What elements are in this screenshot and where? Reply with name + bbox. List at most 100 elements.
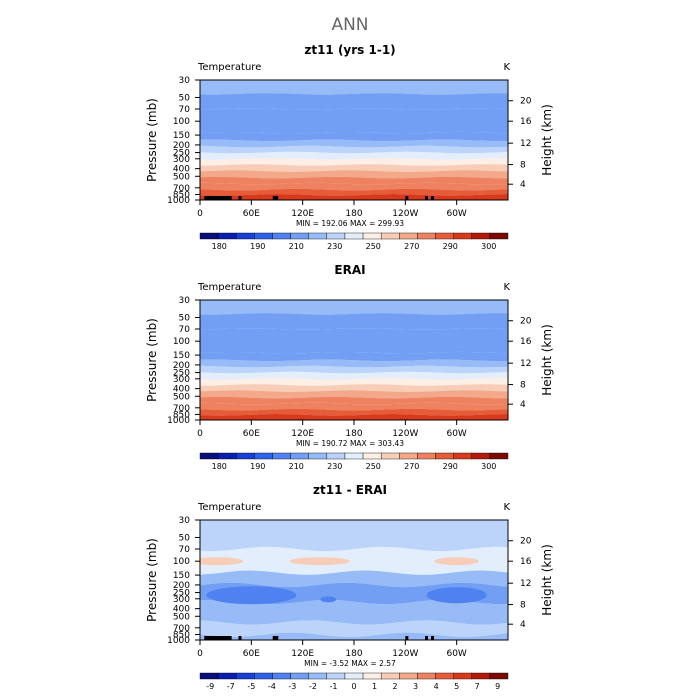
colorbar-label: -1: [329, 682, 337, 691]
colorbar-box: [362, 232, 382, 240]
y2-tick-label: 12: [520, 579, 531, 589]
topography: [425, 196, 429, 200]
colorbar-box: [417, 672, 436, 680]
colorbar-label: 290: [443, 242, 458, 251]
y2-tick-label: 16: [520, 337, 532, 347]
colorbar-label: 270: [404, 242, 419, 251]
data-layer: [200, 378, 508, 386]
x-tick-label: 180: [345, 649, 362, 659]
x-tick-label: 60W: [446, 429, 466, 439]
y2-tick-label: 8: [520, 161, 526, 171]
colorbar-label: -2: [309, 682, 317, 691]
data-layer: [200, 402, 508, 411]
colorbar-box: [362, 672, 382, 680]
y-tick-label: 850: [173, 630, 190, 640]
colorbar-label: 5: [454, 682, 459, 691]
data-layer: [200, 351, 508, 362]
y-tick-label: 700: [173, 624, 190, 634]
x-tick-label: 0: [197, 649, 203, 659]
y-tick-label: 250: [173, 589, 190, 599]
anomaly-blob: [289, 557, 350, 566]
colorbar-label: 230: [327, 242, 342, 251]
data-layer: [200, 570, 508, 588]
y-tick-label: 50: [179, 533, 191, 543]
data-layers: [200, 300, 508, 420]
y-axis-label: Pressure (mb): [145, 98, 159, 182]
colorbar-box: [290, 452, 309, 460]
data-layer: [200, 365, 508, 374]
y-tick-label: 30: [179, 516, 191, 526]
colorbar-box: [344, 672, 364, 680]
units-label: K: [503, 62, 510, 73]
colorbar: 180 190 210 230 250 270 290 300: [199, 232, 509, 251]
colorbar-label: 2: [393, 682, 398, 691]
colorbar-box: [254, 452, 273, 460]
y-axis-label: Pressure (mb): [145, 538, 159, 622]
y-tick-label: 200: [173, 581, 190, 591]
y-tick-label: 1000: [167, 636, 190, 646]
x-tick-label: 120E: [291, 649, 314, 659]
y-tick-label: 150: [173, 351, 190, 361]
topography: [223, 196, 229, 200]
data-layer: [200, 359, 508, 368]
y2-tick-label: 16: [520, 117, 532, 127]
y-tick-label: 400: [173, 165, 190, 175]
chart-title: zt11 (yrs 1-1): [304, 43, 395, 57]
colorbar-label: 1: [372, 682, 377, 691]
anomaly-blob: [320, 596, 337, 603]
colorbar-box: [344, 452, 364, 460]
colorbar-box: [399, 672, 418, 680]
topography: [223, 636, 229, 640]
colorbar-box: [272, 672, 291, 680]
colorbar-label: 300: [481, 242, 496, 251]
colorbar-label: 180: [212, 242, 227, 251]
topography: [405, 196, 409, 200]
colorbar-label: 3: [413, 682, 418, 691]
data-layer: [200, 93, 508, 110]
colorbar-box: [435, 672, 454, 680]
topography: [204, 196, 232, 200]
y2-axis-label: Height (km): [540, 544, 554, 615]
colorbar-box: [308, 672, 328, 680]
y-tick-label: 200: [173, 361, 190, 371]
anomaly-blob: [426, 587, 487, 604]
topography: [405, 636, 409, 640]
data-layer: [200, 390, 508, 399]
colorbar-label: 4: [434, 682, 439, 691]
y-tick-label: 100: [173, 117, 190, 127]
colorbar-box: [380, 232, 400, 240]
y-tick-label: 250: [173, 369, 190, 379]
y2-axis-label: Height (km): [540, 104, 554, 175]
y-tick-label: 300: [173, 375, 190, 385]
data-layer: [200, 164, 508, 172]
x-tick-label: 60E: [243, 209, 260, 219]
colorbar-label: 250: [366, 242, 381, 251]
colorbar-label: 210: [289, 242, 304, 251]
colorbar-box: [380, 452, 400, 460]
y-axis-label: Pressure (mb): [145, 318, 159, 402]
units-label: K: [503, 502, 510, 513]
colorbar-box: [308, 232, 328, 240]
data-layer: [200, 408, 508, 416]
data-layer: [200, 131, 508, 142]
y-tick-label: 150: [173, 131, 190, 141]
x-tick-label: 60W: [446, 649, 466, 659]
y-tick-label: 200: [173, 141, 190, 151]
colorbar-box: [308, 452, 328, 460]
data-layers: [200, 520, 508, 640]
data-layer: [200, 80, 508, 95]
colorbar-box: [435, 452, 454, 460]
data-layer: [200, 414, 508, 420]
y-tick-label: 500: [173, 612, 190, 622]
x-tick-label: 120W: [392, 649, 418, 659]
y-tick-label: 100: [173, 557, 190, 567]
colorbar-box: [471, 672, 491, 680]
colorbar-label: 210: [289, 462, 304, 471]
min-max-label: MIN = 192.06 MAX = 299.93: [296, 219, 404, 228]
data-layer: [200, 328, 508, 354]
colorbar-box: [199, 672, 219, 680]
data-layer: [200, 300, 508, 315]
y-tick-label: 300: [173, 595, 190, 605]
